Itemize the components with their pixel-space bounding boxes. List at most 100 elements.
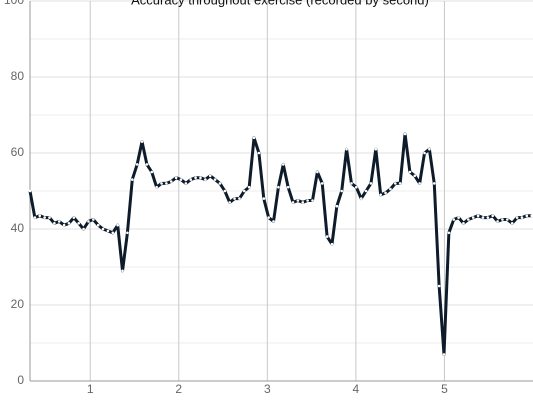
data-point: [272, 220, 275, 223]
chart-title: Accuracy throughout exercise (recorded b…: [131, 0, 429, 7]
data-point: [160, 182, 163, 185]
data-point: [306, 199, 309, 202]
data-point: [82, 227, 85, 231]
data-point: [369, 182, 373, 185]
data-point: [140, 140, 144, 143]
data-point: [316, 170, 319, 174]
data-point: [432, 182, 436, 185]
data-point: [320, 182, 324, 185]
x-tick-label: 5: [441, 382, 448, 396]
data-point: [496, 220, 499, 223]
data-point: [447, 231, 451, 235]
data-point: [389, 187, 392, 191]
data-point: [43, 216, 46, 219]
y-tick-label: 100: [4, 0, 24, 7]
data-point: [67, 222, 71, 225]
data-point: [169, 180, 173, 183]
data-point: [62, 223, 66, 227]
data-point: [228, 201, 231, 204]
x-tick-label: 1: [87, 382, 94, 396]
data-point: [359, 197, 363, 200]
y-tick-label: 40: [11, 221, 25, 235]
data-point: [247, 185, 251, 189]
data-point: [355, 185, 358, 189]
data-point: [340, 189, 344, 193]
data-point: [491, 214, 495, 217]
y-tick-label: 20: [11, 297, 25, 311]
data-point: [277, 185, 280, 189]
data-point: [126, 231, 129, 235]
data-point: [218, 182, 222, 185]
data-point: [335, 204, 339, 208]
data-point: [393, 182, 397, 185]
data-point: [510, 222, 514, 225]
data-point: [418, 182, 421, 185]
data-point: [121, 269, 124, 273]
y-tick-label: 0: [17, 373, 24, 387]
data-point: [199, 176, 202, 179]
data-point: [77, 222, 81, 225]
data-point: [403, 132, 407, 136]
data-point: [184, 182, 188, 185]
data-point: [437, 284, 441, 288]
data-point: [213, 178, 217, 181]
data-point: [257, 151, 261, 155]
data-point: [515, 216, 519, 219]
data-point: [379, 193, 382, 197]
data-point: [476, 214, 480, 217]
data-point: [262, 197, 266, 200]
data-point: [165, 182, 168, 185]
y-tick-label: 60: [11, 145, 25, 159]
data-point: [194, 176, 197, 179]
y-tick-label: 80: [11, 69, 25, 83]
data-point: [457, 216, 460, 219]
data-point: [33, 216, 37, 219]
data-point: [506, 218, 509, 221]
data-point: [384, 191, 387, 195]
data-point: [471, 216, 475, 219]
data-point: [92, 218, 95, 221]
data-point: [204, 178, 207, 181]
data-point: [486, 216, 490, 219]
data-point: [330, 242, 334, 246]
data-point: [53, 222, 56, 225]
data-point: [38, 214, 42, 217]
data-point: [467, 218, 470, 221]
data-point: [428, 147, 431, 151]
data-point: [311, 199, 314, 202]
data-point: [345, 147, 348, 151]
data-point: [48, 216, 51, 219]
data-point: [325, 235, 329, 238]
data-point: [72, 216, 76, 219]
data-point: [286, 185, 290, 189]
data-point: [96, 223, 100, 227]
data-point: [179, 178, 183, 181]
data-point: [208, 174, 212, 178]
data-point: [501, 218, 504, 221]
data-point: [233, 197, 236, 200]
data-point: [238, 197, 241, 200]
data-line: [28, 132, 532, 356]
data-point: [106, 229, 110, 233]
data-point: [87, 220, 90, 223]
data-point: [267, 216, 270, 219]
data-point: [374, 147, 378, 151]
data-point: [462, 222, 465, 225]
data-point: [423, 151, 426, 155]
data-point: [442, 353, 446, 356]
data-point: [520, 216, 524, 219]
data-point: [150, 170, 154, 174]
data-point: [291, 201, 295, 204]
data-point: [111, 231, 115, 235]
data-point: [296, 199, 300, 202]
data-point: [452, 218, 456, 221]
x-tick-label: 2: [175, 382, 182, 396]
data-point: [155, 185, 158, 189]
data-point: [145, 163, 149, 166]
data-point: [252, 136, 256, 140]
data-point: [530, 214, 533, 217]
data-point: [243, 189, 246, 193]
x-tick-label: 3: [264, 382, 271, 396]
